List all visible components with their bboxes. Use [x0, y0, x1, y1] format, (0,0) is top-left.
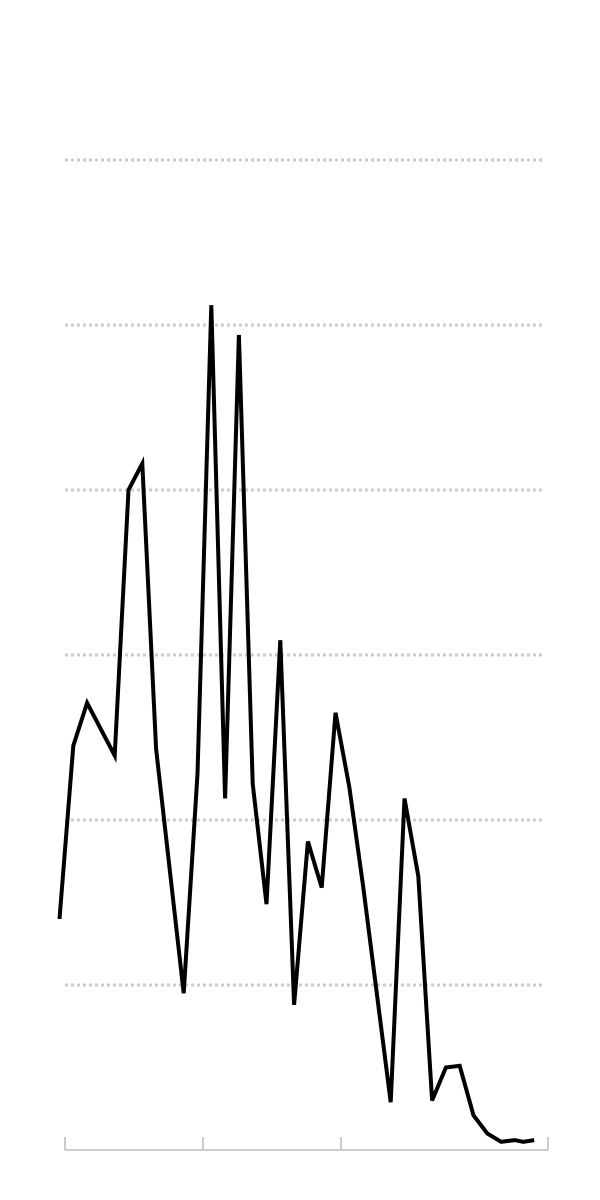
- series-layer: [57, 305, 535, 1144]
- x-axis: [64, 1137, 549, 1151]
- series-line-1: [57, 305, 535, 1144]
